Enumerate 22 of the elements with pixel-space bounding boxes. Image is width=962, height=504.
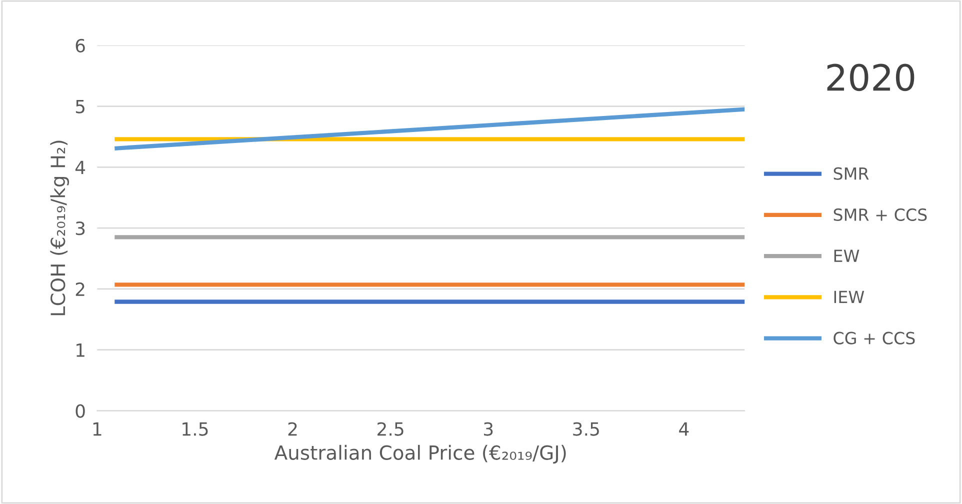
legend-label: SMR + CCS bbox=[834, 208, 927, 221]
x-tick-label: 3 bbox=[484, 422, 493, 436]
x-tick-label: 1.5 bbox=[182, 422, 208, 436]
y-tick-label: 3 bbox=[76, 222, 85, 236]
x-tick-label: 3.5 bbox=[573, 422, 599, 436]
x-tick-label: 4 bbox=[679, 422, 689, 436]
legend-label: EW bbox=[834, 250, 860, 262]
y-tick-label: 5 bbox=[76, 100, 84, 114]
y-tick-label: 1 bbox=[76, 344, 84, 357]
y-tick-label: 6 bbox=[76, 38, 85, 52]
legend-label: CG + CCS bbox=[834, 332, 915, 344]
y-tick-label: 4 bbox=[75, 160, 86, 174]
x-axis-title: Australian Coal Price (€₂₀₁₉/GJ) bbox=[274, 444, 566, 464]
y-axis-title: LCOH (€₂₀₁₉/kg H₂) bbox=[50, 140, 70, 316]
legend-label: IEW bbox=[834, 290, 864, 304]
x-tick-label: 2.5 bbox=[378, 422, 404, 436]
text: 2020 bbox=[827, 64, 914, 92]
y-tick-label: 0 bbox=[76, 404, 85, 418]
x-tick-label: 1 bbox=[93, 422, 102, 436]
y-tick-label: 2 bbox=[76, 282, 84, 296]
x-tick-label: 2 bbox=[288, 422, 297, 436]
legend-label: SMR bbox=[834, 167, 869, 180]
